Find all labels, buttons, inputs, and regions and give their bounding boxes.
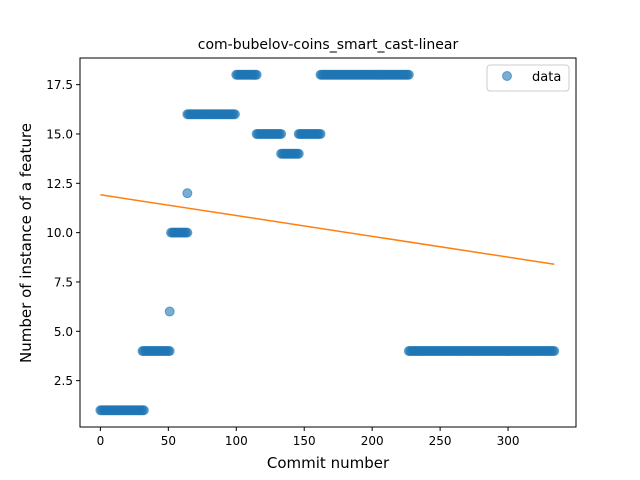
data-point	[182, 227, 193, 238]
data-point	[315, 128, 326, 139]
y-tick-label: 12.5	[46, 177, 73, 191]
linear-fit-line	[100, 194, 555, 265]
x-axis: 0 50 100 150 200 250 300	[97, 427, 520, 448]
y-tick-label: 10.0	[46, 226, 73, 240]
x-tick-label: 300	[497, 434, 520, 448]
y-tick-label: 2.5	[54, 374, 73, 388]
legend-label-data: data	[532, 70, 561, 85]
data-point	[276, 128, 287, 139]
legend-marker-data	[502, 71, 512, 81]
x-tick-label: 250	[429, 434, 452, 448]
x-tick-label: 100	[225, 434, 248, 448]
data-point	[182, 188, 193, 199]
data-point	[293, 148, 304, 159]
plot-area	[95, 69, 560, 416]
y-tick-label: 7.5	[54, 275, 73, 289]
x-tick-label: 50	[161, 434, 176, 448]
data-point	[229, 109, 240, 120]
data-point	[549, 346, 560, 357]
x-tick-label: 150	[293, 434, 316, 448]
x-tick-label: 0	[97, 434, 105, 448]
data-point	[164, 346, 175, 357]
y-axis: 2.5 5.0 7.5 10.0 12.5 15.0 17.5	[46, 78, 80, 388]
y-tick-label: 15.0	[46, 127, 73, 141]
y-tick-label: 17.5	[46, 78, 73, 92]
data-series-points	[95, 69, 560, 416]
chart-title: com-bubelov-coins_smart_cast-linear	[198, 37, 459, 53]
data-point	[251, 69, 262, 80]
data-point	[164, 306, 175, 317]
data-point	[138, 405, 149, 416]
axes-frame	[79, 57, 577, 428]
legend: data	[486, 64, 570, 92]
y-axis-label: Number of instance of a feature	[17, 123, 35, 363]
x-tick-label: 200	[361, 434, 384, 448]
y-tick-label: 5.0	[54, 325, 73, 339]
data-point	[403, 69, 414, 80]
x-axis-label: Commit number	[267, 454, 390, 472]
